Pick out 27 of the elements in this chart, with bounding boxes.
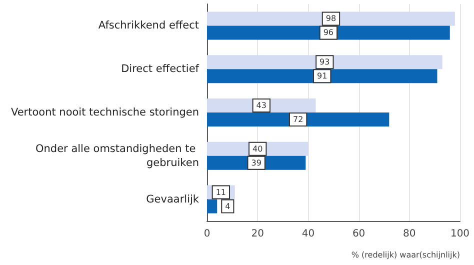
x-tick-label: 100: [450, 228, 470, 240]
data-label: 98: [326, 14, 336, 24]
x-axis-title: % (redelijk) waar(schijnlijk): [351, 250, 460, 260]
x-tick-label: 60: [352, 228, 366, 240]
y-tick-label: Gevaarlijk: [146, 193, 200, 206]
data-label: 93: [320, 58, 330, 67]
data-label: 96: [323, 28, 334, 38]
data-label: 40: [252, 144, 263, 154]
data-label: 43: [256, 101, 266, 110]
y-tick-label: Afschrikkend effect: [98, 20, 199, 32]
data-label: 39: [251, 158, 262, 168]
data-label: 4: [225, 202, 230, 211]
x-tick-label: 0: [204, 228, 210, 240]
y-tick-label: Vertoont nooit technische storingen: [10, 106, 199, 118]
y-tick-label: Onder alle omstandigheden te gebruiken: [36, 142, 199, 169]
bar: [207, 26, 450, 40]
data-label: 72: [292, 115, 304, 124]
bar: [207, 112, 390, 126]
data-label: 91: [317, 72, 328, 81]
bar: [207, 69, 438, 84]
x-tick-label: 20: [251, 228, 264, 240]
bar: [207, 12, 455, 26]
x-tick-label: 80: [403, 228, 416, 240]
data-label: 11: [216, 188, 226, 197]
y-tick-label: Direct effectief: [121, 63, 200, 76]
x-tick-label: 40: [302, 228, 315, 240]
bar: [207, 55, 442, 70]
